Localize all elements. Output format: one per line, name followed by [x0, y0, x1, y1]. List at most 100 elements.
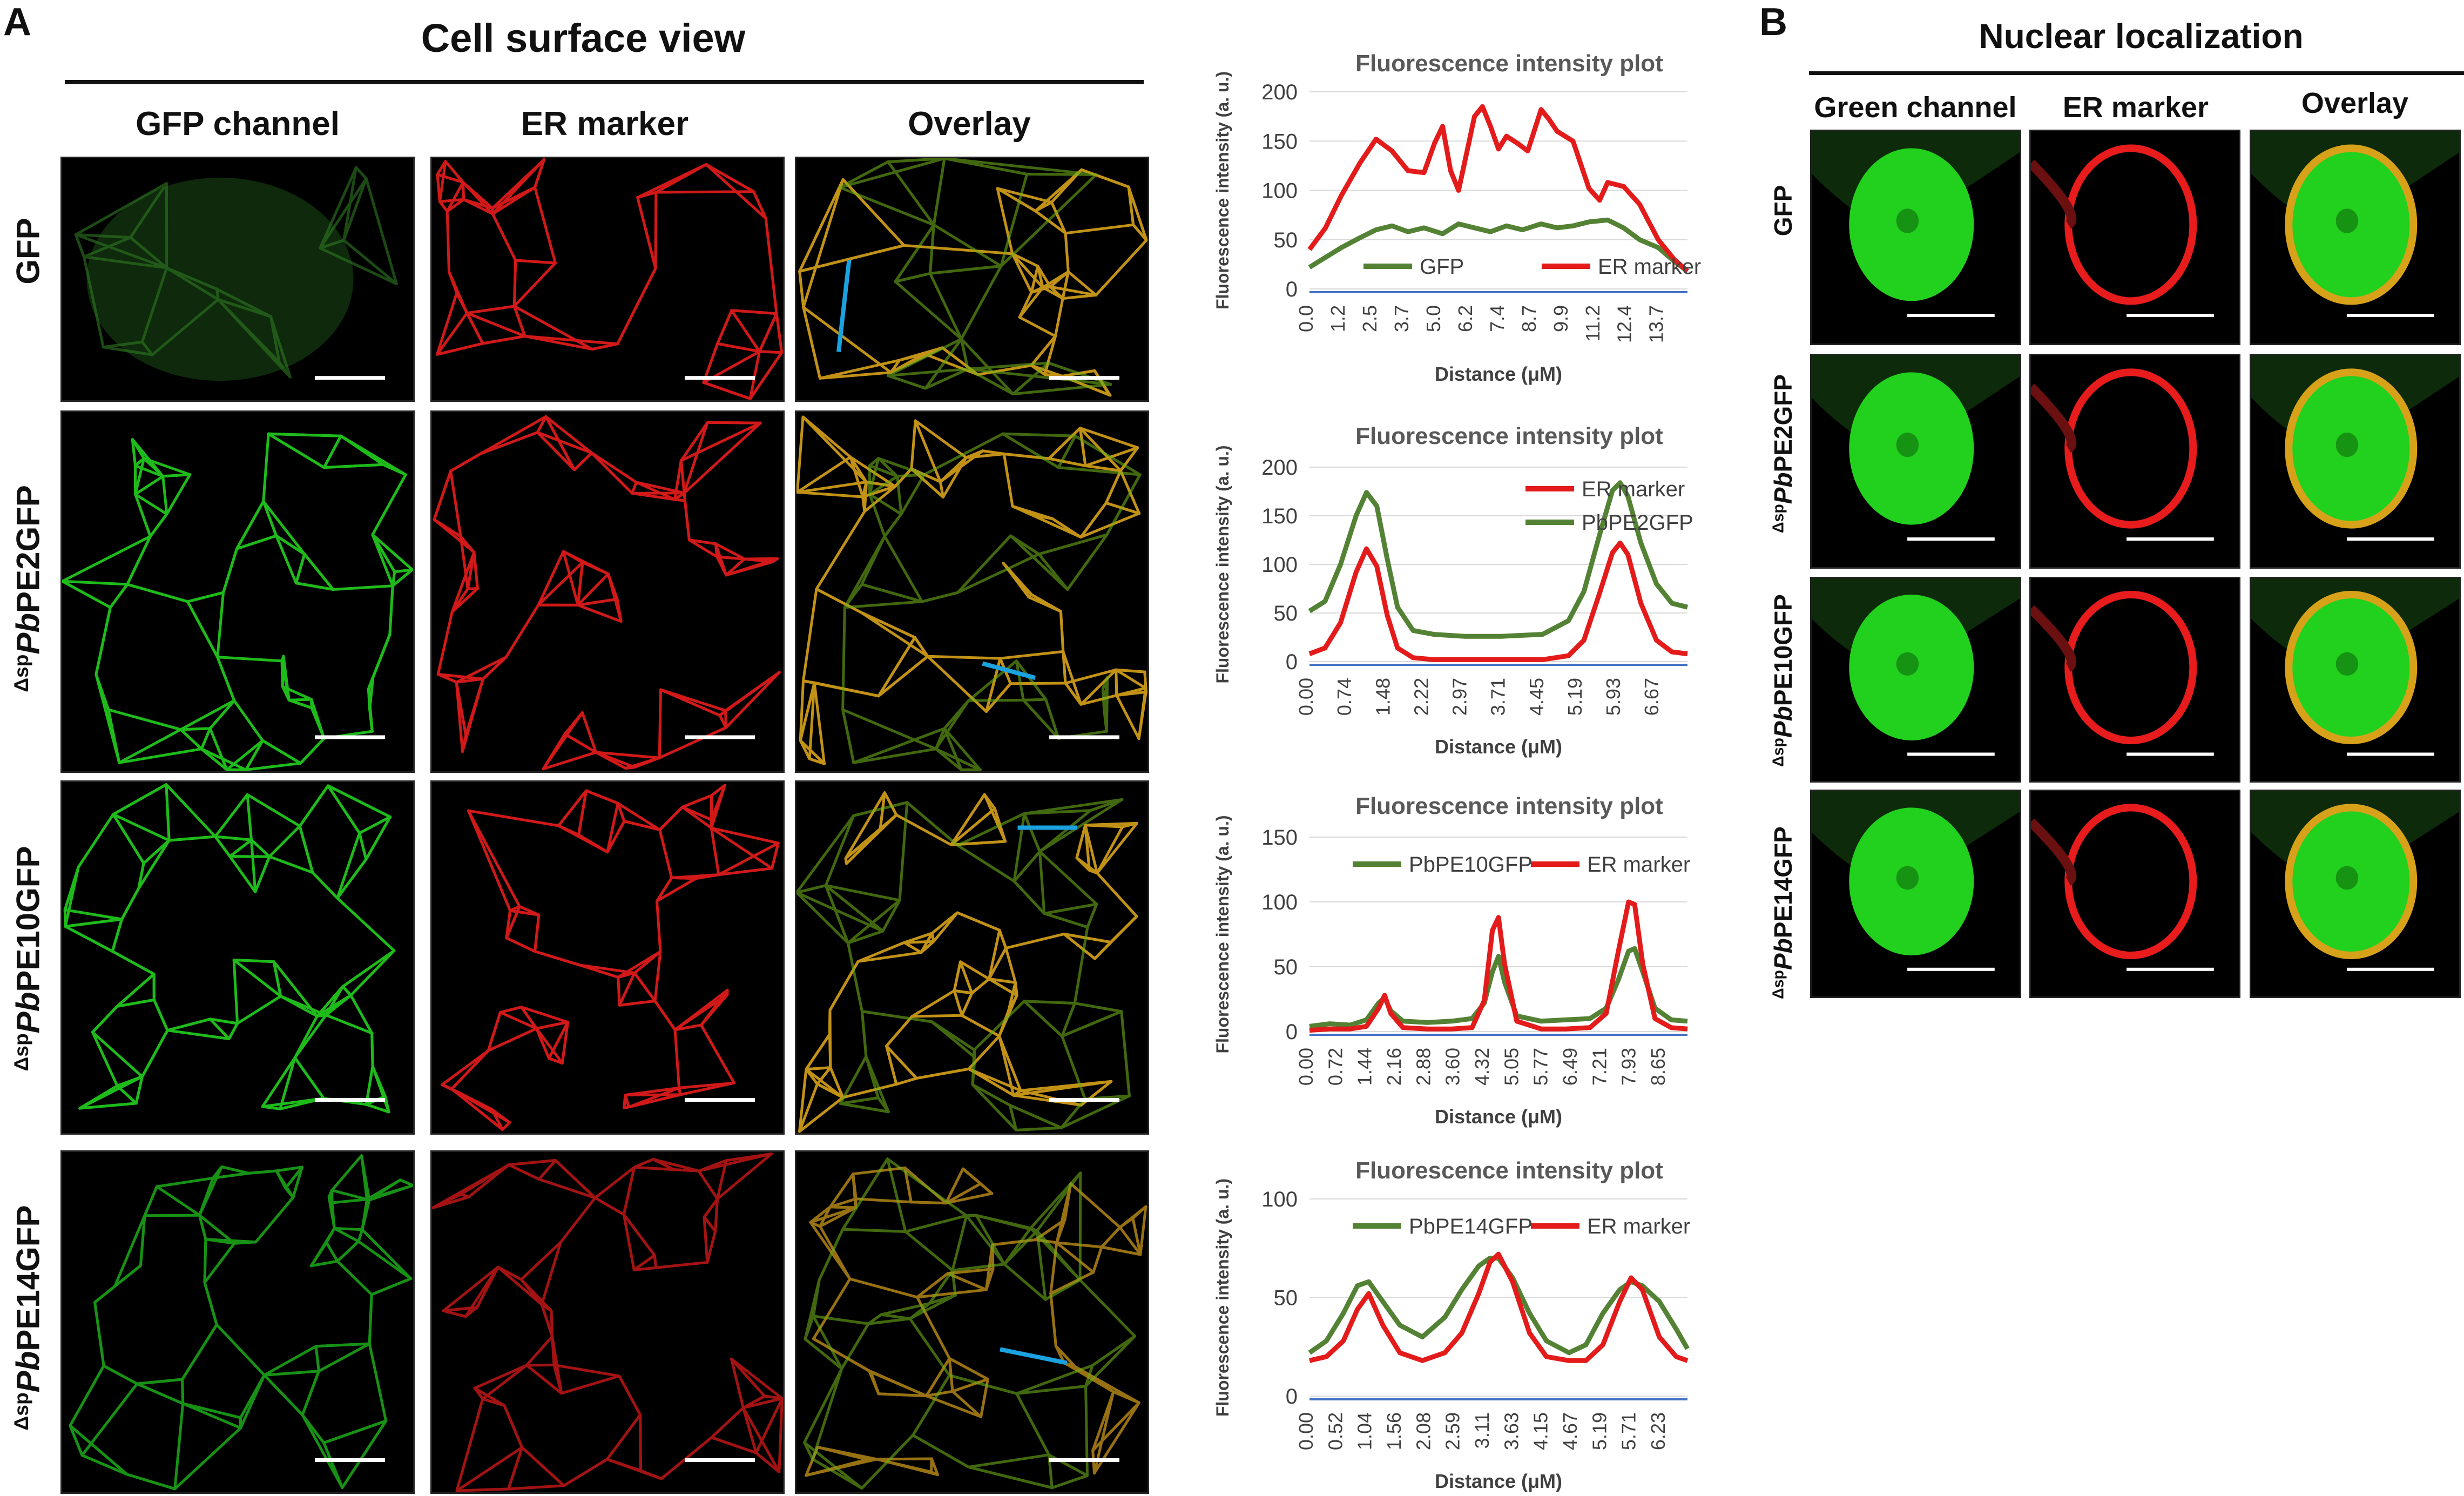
micrograph-a-r0-overlay — [795, 157, 1149, 402]
scale-bar — [1907, 314, 1995, 317]
x-tick-label: 5.77 — [1530, 1048, 1552, 1086]
micrograph-a-r2-red — [430, 780, 785, 1135]
legend-label: ER marker — [1587, 1215, 1690, 1238]
x-tick-label: 11.2 — [1582, 305, 1604, 341]
micrograph-b-r2-green — [1810, 577, 2021, 783]
row-label-b-gfp: GFP — [1768, 185, 1798, 237]
x-tick-label: 1.44 — [1354, 1048, 1376, 1086]
scale-bar — [2127, 753, 2214, 756]
scale-bar — [1049, 1458, 1119, 1462]
x-tick-label: 5.19 — [1588, 1412, 1610, 1450]
chart-title: Fluorescence intensity plot — [1355, 793, 1663, 819]
row-label-pe2gfp: ΔspPbPE2GFP — [10, 485, 47, 692]
col-header-green-channel: Green channel — [1810, 91, 2021, 124]
y-tick-label: 200 — [1261, 80, 1298, 104]
scale-bar — [1907, 537, 1995, 541]
series-line-2 — [1309, 106, 1687, 271]
micrograph-a-r2-overlay — [795, 780, 1149, 1135]
x-tick-label: 7.4 — [1486, 305, 1508, 332]
scale-bar — [315, 1458, 385, 1462]
x-axis-label: Distance (μM) — [1435, 736, 1562, 758]
row-label-gfp: GFP — [10, 218, 47, 284]
chart-title: Fluorescence intensity plot — [1355, 423, 1663, 449]
scale-bar — [2127, 537, 2214, 541]
series-line-2 — [1309, 1254, 1687, 1360]
x-tick-label: 7.21 — [1588, 1048, 1610, 1086]
y-tick-label: 50 — [1274, 602, 1298, 625]
micrograph-a-r1-red — [430, 410, 785, 773]
scale-bar — [685, 376, 755, 380]
scale-bar — [315, 1098, 385, 1102]
y-axis-label: Fluorescence intensity (a. u.) — [1213, 1178, 1232, 1417]
x-tick-label: 1.48 — [1372, 678, 1394, 716]
x-tick-label: 0.74 — [1333, 678, 1355, 716]
legend-label: ER marker — [1587, 853, 1690, 877]
micrograph-a-r3-overlay — [795, 1150, 1149, 1494]
x-tick-label: 6.67 — [1641, 678, 1663, 716]
panel-a-title-rule — [65, 80, 1144, 84]
series-line-1 — [1309, 543, 1687, 659]
y-axis-label: Fluorescence intensity (a. u.) — [1213, 71, 1232, 309]
x-tick-label: 0.72 — [1324, 1048, 1346, 1086]
scale-bar — [685, 736, 755, 739]
row-label-pe10gfp: ΔspPbPE10GFP — [10, 846, 47, 1072]
legend-label: ER marker — [1582, 477, 1685, 501]
x-tick-label: 7.93 — [1618, 1048, 1640, 1086]
x-axis-label: Distance (μM) — [1435, 1106, 1562, 1128]
scale-bar — [1049, 736, 1119, 739]
y-tick-label: 150 — [1261, 826, 1298, 850]
legend-label: PbPE14GFP — [1409, 1215, 1533, 1238]
col-header-overlay-b: Overlay — [2250, 86, 2460, 120]
x-tick-label: 4.67 — [1559, 1412, 1581, 1450]
x-tick-label: 13.7 — [1645, 305, 1668, 343]
micrograph-b-r0-overlay — [2250, 130, 2461, 345]
y-tick-label: 0 — [1286, 650, 1298, 674]
micrograph-a-r1-green — [60, 410, 415, 773]
micrograph-b-r2-overlay — [2250, 577, 2461, 783]
micrograph-a-r2-green — [60, 780, 415, 1135]
x-tick-label: 2.88 — [1412, 1048, 1434, 1086]
micrograph-a-r1-overlay — [795, 410, 1149, 773]
x-tick-label: 0.52 — [1324, 1412, 1346, 1450]
x-tick-label: 8.7 — [1518, 305, 1540, 332]
legend-label: PbPE2GFP — [1582, 511, 1693, 535]
row-label-pe14gfp: ΔspPbPE14GFP — [10, 1205, 47, 1431]
series-line-1 — [1309, 1258, 1687, 1353]
x-tick-label: 3.7 — [1390, 305, 1413, 332]
scale-bar — [2347, 314, 2434, 317]
micrograph-b-r3-overlay — [2250, 790, 2461, 998]
micrograph-b-r1-overlay — [2250, 354, 2461, 569]
scale-bar — [685, 1098, 755, 1102]
scale-bar — [2127, 314, 2214, 317]
col-header-er-marker-b: ER marker — [2030, 91, 2241, 124]
x-tick-label: 4.32 — [1471, 1048, 1493, 1086]
x-tick-label: 3.71 — [1487, 678, 1509, 716]
y-tick-label: 100 — [1261, 553, 1298, 577]
x-tick-label: 3.11 — [1471, 1412, 1493, 1448]
row-label-b-pe14gfp: ΔspPbPE14GFP — [1768, 826, 1798, 999]
x-tick-label: 5.71 — [1618, 1412, 1640, 1450]
micrograph-a-r3-green — [60, 1150, 415, 1494]
y-tick-label: 150 — [1261, 504, 1298, 528]
x-tick-label: 2.22 — [1410, 678, 1432, 716]
scale-bar — [2347, 753, 2434, 756]
x-tick-label: 2.59 — [1442, 1412, 1464, 1450]
x-tick-label: 1.56 — [1383, 1412, 1405, 1450]
y-tick-label: 0 — [1286, 1385, 1298, 1409]
x-tick-label: 5.0 — [1422, 305, 1444, 332]
x-tick-label: 3.63 — [1500, 1412, 1522, 1450]
intensity-profile-line — [1000, 1349, 1067, 1363]
x-tick-label: 2.97 — [1449, 678, 1471, 716]
y-axis-label: Fluorescence intensity (a. u.) — [1213, 816, 1232, 1054]
y-tick-label: 100 — [1261, 179, 1298, 203]
micrograph-a-r0-green — [60, 157, 415, 402]
micrograph-b-r2-red — [2029, 577, 2240, 783]
x-tick-label: 6.49 — [1559, 1048, 1581, 1086]
row-label-b-pe10gfp: ΔspPbPE10GFP — [1768, 594, 1798, 767]
x-tick-label: 2.16 — [1383, 1048, 1405, 1086]
x-tick-label: 1.04 — [1354, 1412, 1376, 1450]
